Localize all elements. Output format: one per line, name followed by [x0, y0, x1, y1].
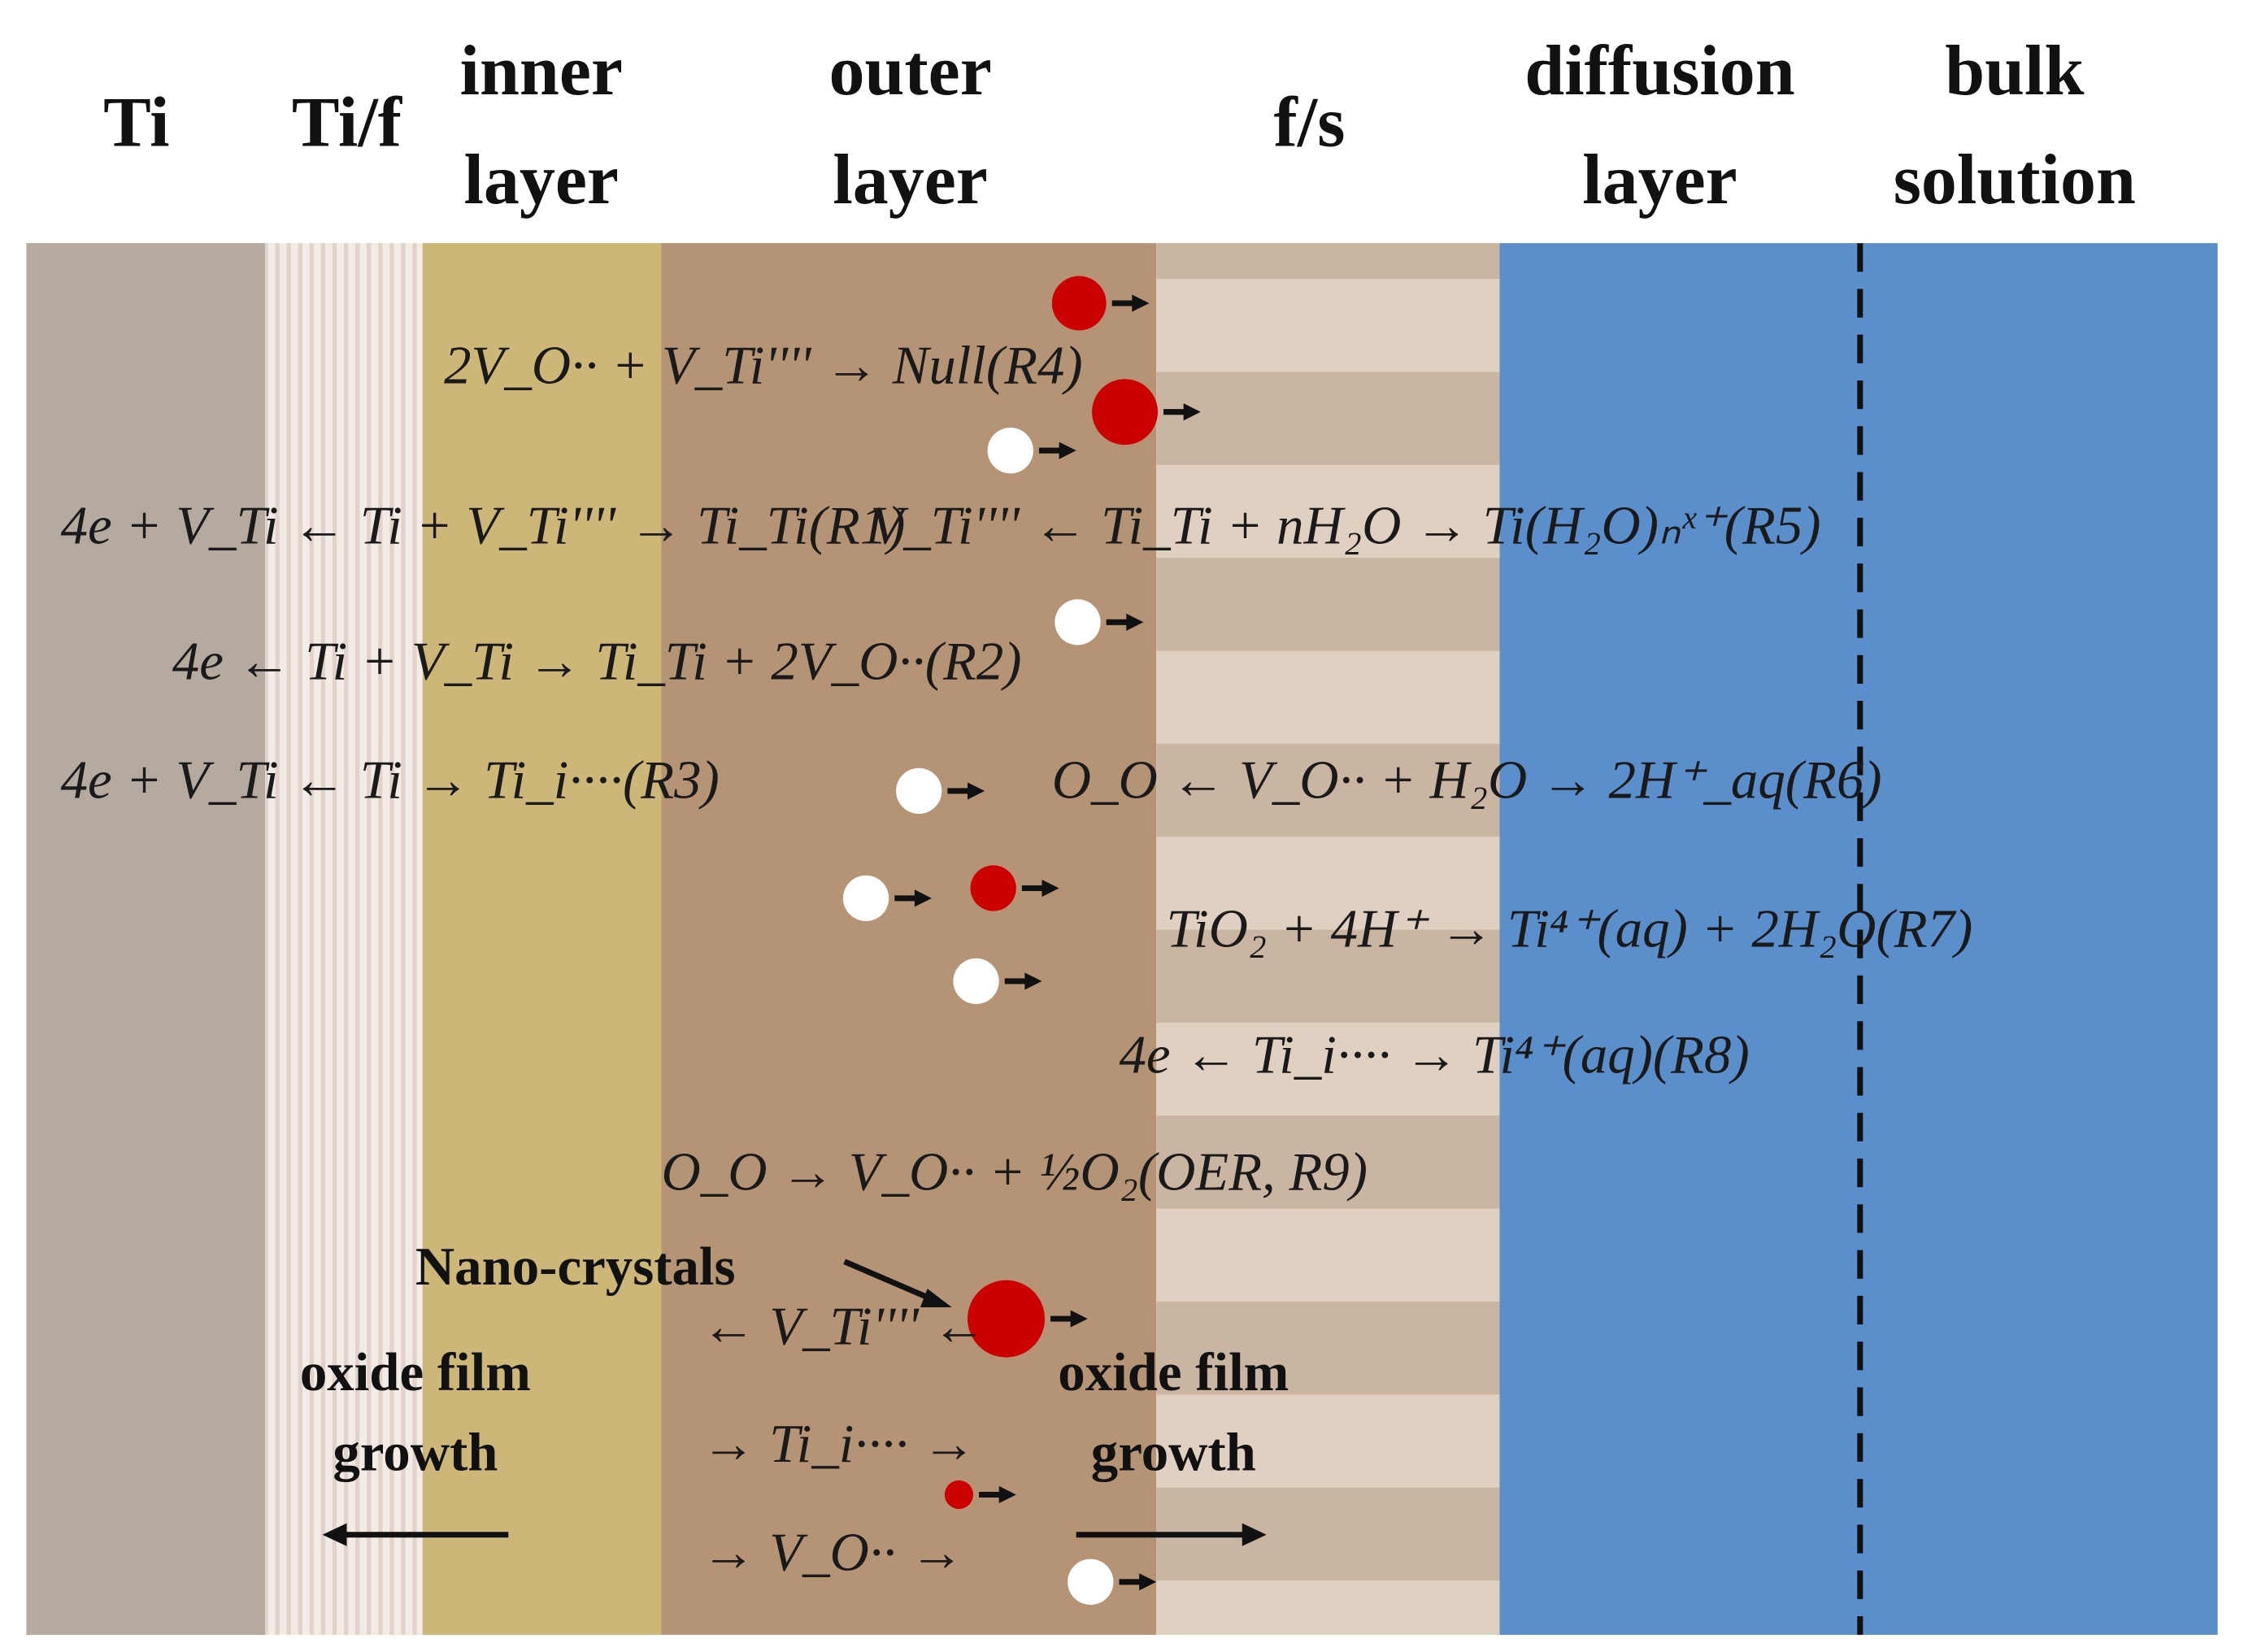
arrow-head	[322, 1523, 347, 1546]
particle	[896, 767, 942, 815]
arrow-head	[1242, 1523, 1267, 1546]
nano-pointer	[843, 1259, 939, 1305]
inner-layer	[422, 243, 662, 1635]
flux-label: ← V_Ti'''' ←	[702, 1297, 987, 1357]
nano-label: Nano-crystals	[415, 1237, 736, 1297]
arrow-head	[920, 1289, 952, 1308]
arrow-head	[1183, 403, 1201, 421]
arrow-head	[1042, 879, 1059, 898]
arrow-head	[1024, 972, 1042, 990]
arrow-head	[1126, 613, 1144, 631]
reaction: TiO₂ + 4H⁺ → Ti⁴⁺(aq) + 2H₂O(R7)	[1167, 899, 1973, 959]
layers	[26, 243, 2218, 1635]
reaction: 4e ← Ti + V_Ti → Ti_Ti + 2V_O··(R2)	[172, 632, 1022, 692]
arrow-head	[1132, 294, 1150, 312]
arrow-head	[1059, 441, 1076, 459]
column-header: Ti	[103, 83, 170, 162]
reactions: 2V_O·· + V_Ti'''' → Null(R4) 4e + V_Ti ← …	[61, 335, 1973, 1202]
arrow-head	[1139, 1573, 1157, 1591]
flux-label: → Ti_i···· →	[702, 1414, 976, 1474]
particles	[842, 276, 1201, 1605]
column-header: solution	[1894, 141, 2136, 220]
particle	[1068, 1559, 1114, 1605]
column-header: inner	[460, 32, 623, 111]
reaction: 4e ← Ti_i···· → Ti⁴⁺(aq)(R8)	[1119, 1024, 1749, 1085]
arrow-head	[967, 782, 985, 800]
column-header: bulk	[1945, 32, 2084, 111]
fs-layer	[1156, 243, 1500, 1635]
header: Ti Ti/f inner layer outer layer f/s diffusion la…	[103, 32, 2136, 220]
arrow-head	[1070, 1310, 1088, 1328]
growth-arrows	[322, 1259, 1267, 1546]
column-header: layer	[1582, 141, 1737, 220]
particle	[1092, 379, 1158, 446]
outer-layer	[661, 243, 1157, 1635]
column-header: Ti/f	[292, 83, 403, 162]
reaction: 4e + V_Ti ← Ti → Ti_i····(R3)	[61, 750, 720, 811]
reaction: O_O → V_O·· + ½O₂(OER, R9)	[662, 1142, 1368, 1202]
particle	[967, 1280, 1045, 1358]
flux-label: → V_O·· →	[702, 1523, 964, 1583]
particle	[1055, 599, 1101, 646]
particle	[987, 428, 1033, 474]
column-header: diffusion	[1524, 32, 1794, 111]
reaction: 4e + V_Ti ← Ti + V_Ti'''' → Ti_Ti(R1)	[61, 496, 906, 556]
reaction: O_O ← V_O·· + H₂O → 2H⁺_aq(R6)	[1052, 750, 1882, 811]
reaction: V_Ti'''' ← Ti_Ti + nH₂O → Ti(H₂O)ₙˣ⁺(R5)	[870, 496, 1820, 556]
ti-layer	[26, 243, 266, 1635]
particle	[842, 875, 889, 921]
column-header: f/s	[1273, 83, 1345, 162]
particle	[1051, 276, 1107, 331]
arrow-head	[914, 889, 933, 907]
column-header: outer	[828, 32, 991, 111]
labels: Nano-crystals← V_Ti'''' ← → Ti_i···· → → V…	[300, 1237, 1289, 1583]
growth-label: oxide film	[300, 1342, 531, 1402]
particle	[970, 865, 1016, 911]
particle	[944, 1480, 974, 1510]
growth-label: growth	[1091, 1423, 1256, 1483]
particle	[953, 958, 999, 1005]
interface-layer	[265, 243, 423, 1635]
growth-label: oxide film	[1058, 1342, 1289, 1402]
reaction: 2V_O·· + V_Ti'''' → Null(R4)	[444, 335, 1083, 395]
arrow-head	[998, 1485, 1016, 1504]
column-header: layer	[833, 141, 987, 220]
growth-label: growth	[333, 1423, 498, 1483]
column-header: layer	[463, 141, 618, 220]
